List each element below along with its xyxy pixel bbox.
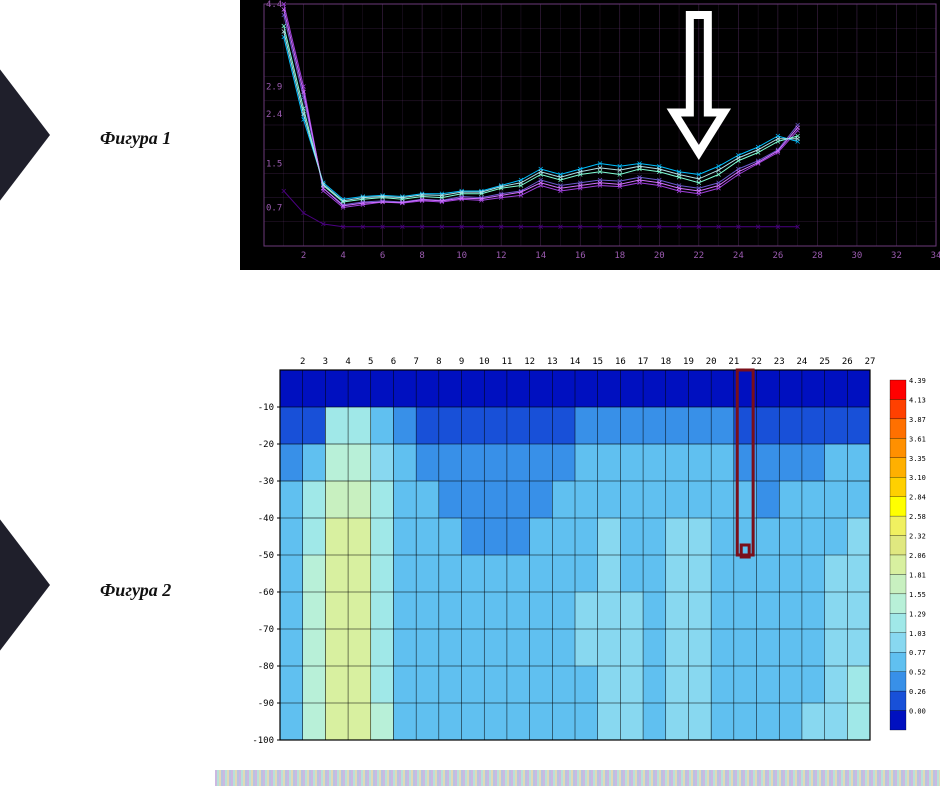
svg-text:-80: -80: [258, 662, 274, 672]
figure-2-label: Фигура 2: [100, 580, 171, 601]
svg-text:32: 32: [891, 251, 902, 261]
svg-text:8: 8: [419, 251, 424, 261]
svg-text:21: 21: [728, 357, 739, 367]
svg-text:18: 18: [614, 251, 625, 261]
svg-text:4.13: 4.13: [909, 396, 926, 404]
svg-text:17: 17: [638, 357, 649, 367]
svg-text:2.4: 2.4: [266, 110, 282, 120]
figure-1-label: Фигура 1: [100, 128, 171, 149]
svg-text:16: 16: [615, 357, 626, 367]
svg-text:6: 6: [380, 251, 385, 261]
chart-1-line: 2468101214161820222426283032340.71.52.42…: [240, 0, 940, 270]
svg-text:22: 22: [751, 357, 762, 367]
svg-text:4: 4: [340, 251, 345, 261]
svg-text:6: 6: [391, 357, 396, 367]
svg-text:0.7: 0.7: [266, 204, 282, 214]
svg-text:3.61: 3.61: [909, 435, 926, 443]
svg-text:1.81: 1.81: [909, 571, 926, 579]
svg-text:34: 34: [931, 251, 940, 261]
svg-text:15: 15: [592, 357, 603, 367]
svg-text:22: 22: [693, 251, 704, 261]
svg-text:-90: -90: [258, 699, 274, 709]
svg-text:2.32: 2.32: [909, 533, 926, 541]
svg-text:-40: -40: [258, 514, 274, 524]
svg-text:18: 18: [660, 357, 671, 367]
svg-text:1.29: 1.29: [909, 610, 926, 618]
svg-text:5: 5: [368, 357, 373, 367]
svg-text:0.77: 0.77: [909, 649, 926, 657]
svg-text:-50: -50: [258, 551, 274, 561]
svg-text:2.9: 2.9: [266, 83, 282, 93]
svg-text:14: 14: [535, 251, 546, 261]
svg-text:3.35: 3.35: [909, 455, 926, 463]
svg-text:2: 2: [301, 251, 306, 261]
svg-text:0.00: 0.00: [909, 708, 926, 716]
pointer-shape-1: [0, 30, 50, 240]
svg-text:25: 25: [819, 357, 830, 367]
svg-text:4.4: 4.4: [266, 0, 282, 10]
svg-text:20: 20: [706, 357, 717, 367]
svg-text:24: 24: [733, 251, 744, 261]
svg-text:3: 3: [323, 357, 328, 367]
svg-text:14: 14: [570, 357, 581, 367]
svg-text:3.87: 3.87: [909, 416, 926, 424]
svg-text:28: 28: [812, 251, 823, 261]
svg-text:-60: -60: [258, 588, 274, 598]
svg-text:4: 4: [345, 357, 350, 367]
svg-text:16: 16: [575, 251, 586, 261]
svg-text:19: 19: [683, 357, 694, 367]
svg-text:1.55: 1.55: [909, 591, 926, 599]
svg-text:0.52: 0.52: [909, 669, 926, 677]
svg-text:1.03: 1.03: [909, 630, 926, 638]
svg-text:10: 10: [479, 357, 490, 367]
svg-text:2.84: 2.84: [909, 494, 926, 502]
chart-2-heatmap: 2345678910111213141516171819202122232425…: [240, 350, 940, 750]
svg-text:-30: -30: [258, 477, 274, 487]
svg-text:26: 26: [842, 357, 853, 367]
svg-text:-20: -20: [258, 440, 274, 450]
svg-text:-10: -10: [258, 403, 274, 413]
svg-text:26: 26: [772, 251, 783, 261]
svg-text:13: 13: [547, 357, 558, 367]
svg-text:27: 27: [865, 357, 876, 367]
svg-text:9: 9: [459, 357, 464, 367]
svg-text:12: 12: [524, 357, 535, 367]
svg-text:4.39: 4.39: [909, 377, 926, 385]
svg-text:1.5: 1.5: [266, 160, 282, 170]
svg-text:2.58: 2.58: [909, 513, 926, 521]
svg-text:3.10: 3.10: [909, 474, 926, 482]
decorative-noise-strip: [215, 770, 940, 786]
svg-text:7: 7: [413, 357, 418, 367]
svg-text:8: 8: [436, 357, 441, 367]
svg-text:-100: -100: [252, 736, 274, 746]
svg-text:-70: -70: [258, 625, 274, 635]
svg-text:2: 2: [300, 357, 305, 367]
svg-text:0.26: 0.26: [909, 688, 926, 696]
svg-text:11: 11: [502, 357, 513, 367]
svg-text:12: 12: [496, 251, 507, 261]
svg-text:24: 24: [797, 357, 808, 367]
svg-text:10: 10: [456, 251, 467, 261]
svg-text:2.06: 2.06: [909, 552, 926, 560]
svg-text:20: 20: [654, 251, 665, 261]
svg-text:23: 23: [774, 357, 785, 367]
pointer-shape-2: [0, 480, 50, 690]
svg-text:30: 30: [852, 251, 863, 261]
